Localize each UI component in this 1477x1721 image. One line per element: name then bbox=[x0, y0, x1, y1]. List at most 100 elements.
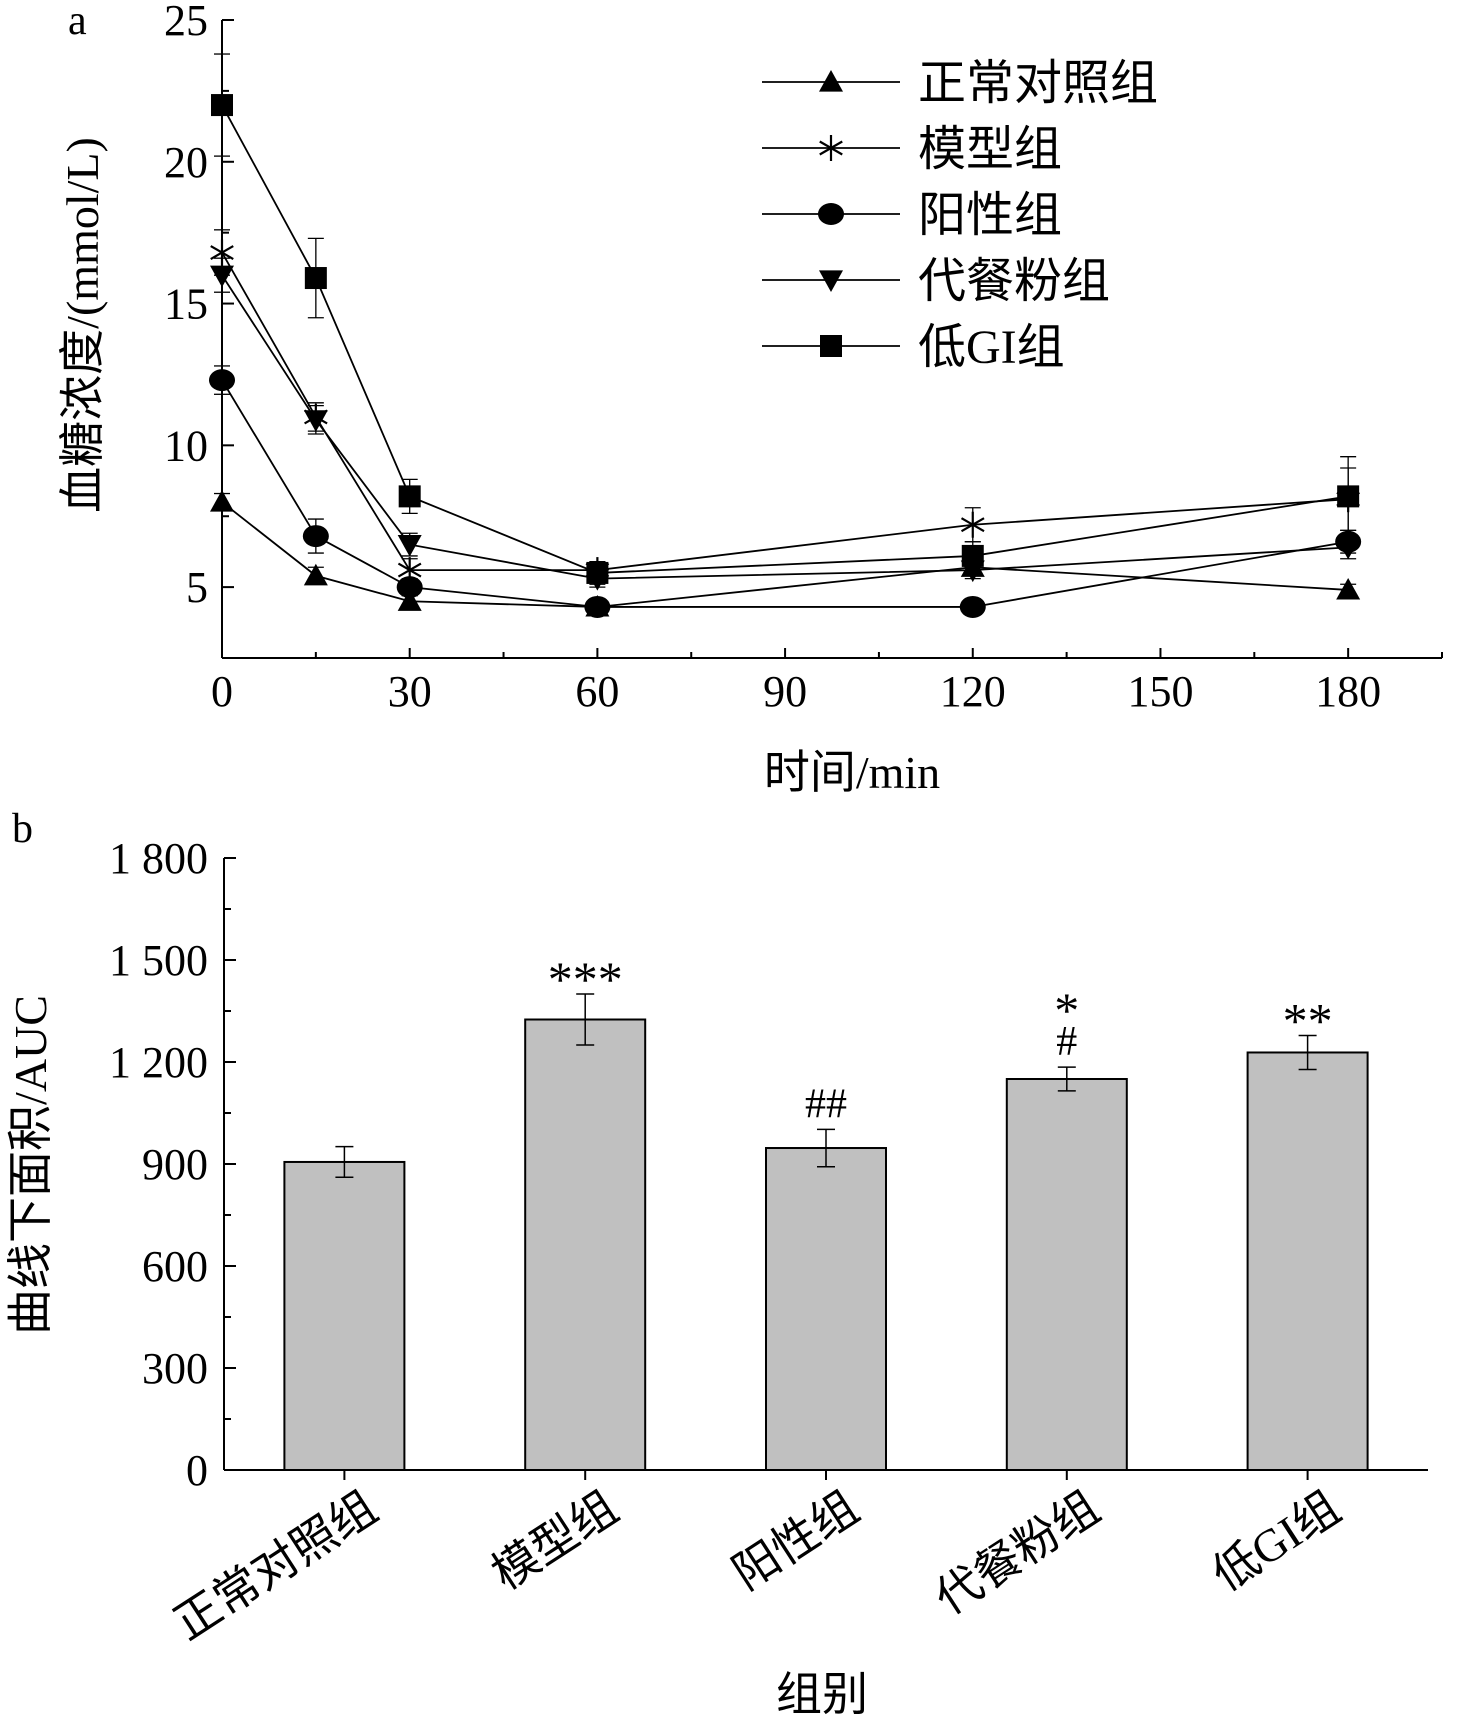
bar-group-1: 正常对照组 bbox=[165, 1145, 406, 1650]
y-tick-label-b: 1 200 bbox=[109, 1038, 208, 1087]
bar bbox=[524, 1018, 647, 1471]
x-tick-label-b: 模型组 bbox=[483, 1482, 627, 1600]
legend-label: 阳性组 bbox=[918, 189, 1062, 242]
panel-label-a: a bbox=[68, 0, 87, 44]
x-tick-label-a: 60 bbox=[575, 667, 619, 716]
x-tick-label-a: 150 bbox=[1127, 667, 1193, 716]
y-tick-label-a: 10 bbox=[164, 421, 208, 470]
data-point bbox=[397, 534, 422, 557]
series-path bbox=[221, 104, 1349, 574]
y-tick-label-a: 20 bbox=[164, 138, 208, 187]
data-point bbox=[398, 485, 421, 508]
bar bbox=[1246, 1051, 1369, 1471]
y-tick-label-b: 300 bbox=[142, 1344, 208, 1393]
asterisk-stroke bbox=[819, 140, 843, 156]
x-tick-label-a: 90 bbox=[763, 667, 807, 716]
chart-panel-b: b 曲线下面积/AUC 组别 0 300 600 900 1 200 1 500 1 800… bbox=[5, 806, 1428, 1720]
data-point bbox=[210, 265, 234, 288]
legend-marker bbox=[819, 135, 843, 161]
series-line-4 bbox=[210, 257, 1361, 591]
series-path bbox=[221, 501, 1349, 608]
chart-panel-a: a 血糖浓度/(mmol/L) 时间/min 0 30 60 90 120 150 180 5… bbox=[57, 0, 1443, 798]
x-tick-label-b: 低GI组 bbox=[1203, 1482, 1349, 1601]
bar-group-5: 低GI组 ** bbox=[1203, 992, 1369, 1601]
legend-marker bbox=[820, 335, 842, 357]
asterisk-stroke bbox=[960, 517, 985, 533]
data-point bbox=[209, 369, 235, 392]
data-point bbox=[1336, 537, 1361, 560]
x-tick-label-b: 正常对照组 bbox=[165, 1482, 386, 1650]
series-group-a bbox=[209, 53, 1362, 618]
data-point bbox=[303, 563, 328, 586]
panel-label-b: b bbox=[12, 806, 33, 852]
data-point bbox=[960, 511, 985, 538]
y-tick-label-a: 15 bbox=[164, 280, 208, 329]
data-point bbox=[586, 561, 609, 584]
x-tick-label-b: 阳性组 bbox=[724, 1482, 868, 1600]
x-tick-label-a: 120 bbox=[940, 667, 1006, 716]
x-tick-label-b: 代餐粉组 bbox=[926, 1482, 1108, 1625]
y-tick-label-a: 25 bbox=[164, 0, 208, 45]
data-point bbox=[1336, 577, 1361, 600]
series-line-5 bbox=[211, 53, 1360, 585]
legend-marker bbox=[819, 270, 843, 292]
data-point bbox=[1337, 485, 1360, 508]
legend-label: 模型组 bbox=[918, 123, 1062, 176]
y-tick-label-b: 1 500 bbox=[109, 936, 208, 985]
series-line-2 bbox=[210, 229, 1360, 584]
significance-label: ## bbox=[805, 1081, 847, 1127]
data-point bbox=[304, 267, 327, 290]
bar-group-3: 阳性组 ## bbox=[724, 1081, 887, 1600]
y-axis-label-a: 血糖浓度/(mmol/L) bbox=[57, 137, 108, 513]
legend-marker bbox=[818, 203, 844, 225]
y-tick-label-b: 0 bbox=[186, 1446, 208, 1495]
bar bbox=[1005, 1078, 1128, 1471]
legend-item-5: 低GI组 bbox=[762, 321, 1065, 374]
asterisk-stroke bbox=[397, 562, 422, 578]
data-point bbox=[303, 410, 328, 432]
y-tick-label-b: 600 bbox=[142, 1242, 208, 1291]
legend-item-3: 阳性组 bbox=[762, 189, 1062, 242]
legend-label: 正常对照组 bbox=[918, 57, 1158, 110]
bar-group-4: 代餐粉组 *# bbox=[926, 982, 1128, 1625]
data-point bbox=[210, 490, 234, 512]
series-line-1 bbox=[210, 490, 1361, 617]
x-tick-label-a: 30 bbox=[388, 667, 432, 716]
series-path bbox=[221, 379, 1349, 608]
axes-b: 0 300 600 900 1 200 1 500 1 800 bbox=[109, 834, 1428, 1495]
data-point bbox=[211, 94, 233, 117]
y-tick-label-b: 900 bbox=[142, 1140, 208, 1189]
bars-group-b: 正常对照组 模型组 *** 阳性组 ## 代餐粉组 *# 低GI组 ** bbox=[165, 951, 1369, 1650]
data-point bbox=[584, 595, 611, 618]
series-path bbox=[221, 252, 1349, 571]
legend-marker bbox=[819, 70, 843, 92]
significance-label: ** bbox=[1283, 992, 1333, 1048]
legend-item-2: 模型组 bbox=[762, 123, 1062, 176]
significance-label: # bbox=[1056, 1019, 1077, 1065]
asterisk-stroke bbox=[210, 245, 234, 260]
data-point bbox=[302, 525, 329, 548]
significance-label: * bbox=[1054, 982, 1079, 1038]
bar bbox=[283, 1160, 406, 1471]
legend-label: 低GI组 bbox=[918, 321, 1065, 374]
legend-label: 代餐粉组 bbox=[918, 255, 1110, 308]
series-path bbox=[221, 274, 1349, 580]
legend-item-1: 正常对照组 bbox=[762, 57, 1158, 110]
bar-group-2: 模型组 *** bbox=[483, 951, 647, 1600]
x-axis-label-b: 组别 bbox=[776, 1669, 868, 1720]
data-point bbox=[397, 589, 422, 611]
data-point bbox=[396, 576, 423, 599]
data-point bbox=[961, 544, 984, 567]
y-tick-label-a: 5 bbox=[186, 563, 208, 612]
legend-item-4: 代餐粉组 bbox=[762, 255, 1110, 308]
x-tick-label-a: 0 bbox=[211, 667, 233, 716]
bar bbox=[765, 1147, 887, 1472]
y-tick-label-b: 1 800 bbox=[109, 834, 208, 883]
x-axis-label-a: 时间/min bbox=[764, 747, 940, 798]
significance-label: *** bbox=[548, 951, 623, 1007]
y-axis-label-b: 曲线下面积/AUC bbox=[5, 995, 56, 1335]
data-point bbox=[959, 595, 986, 618]
x-tick-label-a: 180 bbox=[1315, 667, 1381, 716]
